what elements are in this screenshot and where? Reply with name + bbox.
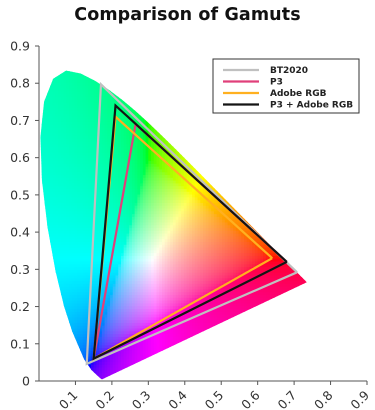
- legend-label: Adobe RGB: [270, 89, 327, 99]
- x-tick-label: 0.4: [165, 387, 190, 410]
- y-tick-label: 0.1: [10, 336, 30, 351]
- y-tick-label: 0.8: [10, 76, 30, 91]
- y-tick-label: 0.4: [10, 225, 30, 240]
- x-tick-label: 0.5: [202, 388, 227, 410]
- y-tick-label: 0: [22, 374, 30, 389]
- x-tick-label: 0.9: [347, 387, 372, 410]
- x-tick-label: 0.7: [275, 388, 300, 410]
- y-tick-label: 0.9: [10, 39, 30, 54]
- y-tick-label: 0.3: [10, 262, 30, 277]
- x-tick-label: 0.1: [56, 388, 81, 410]
- y-tick-label: 0.2: [10, 299, 30, 314]
- x-tick-label: 0.8: [311, 387, 336, 410]
- x-tick-label: 0.2: [92, 388, 117, 410]
- legend-label: BT2020: [270, 66, 308, 76]
- x-tick-label: 0.3: [129, 388, 154, 410]
- y-tick-label: 0.6: [10, 150, 30, 165]
- y-tick-label: 0.5: [10, 187, 30, 202]
- x-tick-label: 0.6: [238, 387, 263, 410]
- y-tick-label: 0.7: [10, 113, 30, 128]
- legend-label: P3: [270, 78, 283, 88]
- legend-label: P3 + Adobe RGB: [270, 101, 353, 111]
